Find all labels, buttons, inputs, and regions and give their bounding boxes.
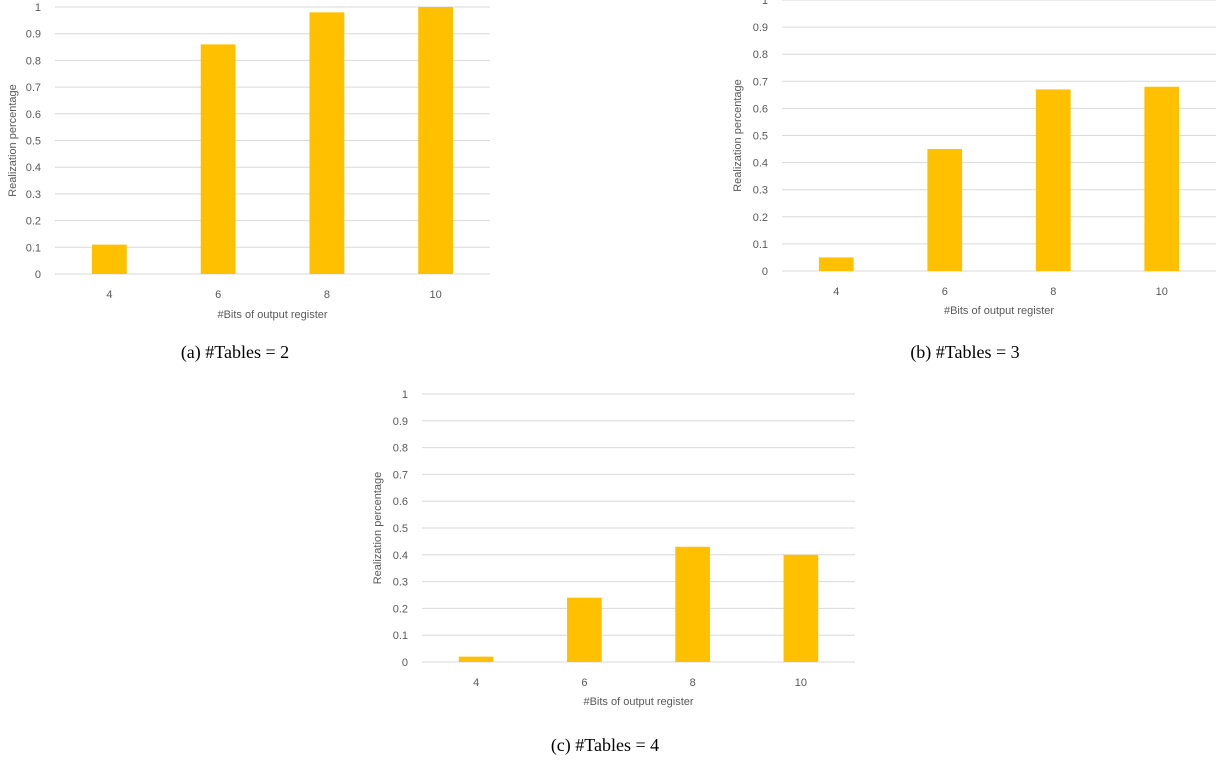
y-axis-title: Realization percentage	[7, 84, 19, 197]
chart-panel-3: 0 0.1 0.2 0.3 0.4 0.5 0.6 0.7 0.8 0.9 1 4 6 8 10 #Bits …	[372, 389, 855, 756]
y-tick-label: 0.5	[26, 136, 41, 148]
y-tick-label: 0.3	[26, 189, 41, 201]
x-axis-title: #Bits of output register	[583, 696, 693, 708]
y-tick-label: 0.4	[26, 162, 41, 174]
bar	[927, 149, 963, 271]
chart-panel-1: 0 0.1 0.2 0.3 0.4 0.5 0.6 0.7 0.8 0.9 1 4 6 8 10 #Bits …	[7, 2, 490, 363]
y-tick-label: 0.6	[753, 103, 768, 115]
x-tick-label: 4	[106, 289, 112, 301]
y-tick-label: 0.6	[393, 496, 408, 508]
y-tick-label: 0.8	[393, 443, 408, 455]
x-tick-label: 6	[942, 286, 948, 298]
x-tick-label: 6	[215, 289, 221, 301]
y-tick-label: 0.2	[753, 212, 768, 224]
y-tick-label: 0	[762, 266, 768, 278]
y-axis-title: Realization percentage	[732, 79, 744, 192]
x-tick-label: 8	[324, 289, 330, 301]
y-tick-label: 0.4	[393, 550, 408, 562]
y-tick-label: 0.9	[393, 416, 408, 428]
x-tick-label: 4	[473, 677, 479, 689]
y-tick-label: 0.8	[753, 49, 768, 61]
y-tick-label: 0.9	[26, 29, 41, 41]
bar	[818, 257, 854, 271]
y-tick-label: 0.5	[753, 131, 768, 143]
y-tick-label: 0.9	[753, 22, 768, 34]
y-tick-label: 0.7	[26, 82, 41, 94]
x-tick-label: 10	[1156, 286, 1168, 298]
bar	[783, 554, 819, 662]
x-tick-label: 10	[430, 289, 442, 301]
y-axis-title: Realization percentage	[372, 472, 384, 585]
bar	[1144, 86, 1180, 271]
chart-caption: (c) #Tables = 4	[551, 735, 659, 756]
y-tick-label: 0.1	[393, 630, 408, 642]
y-tick-label: 0.5	[393, 523, 408, 535]
y-tick-label: 0.1	[26, 242, 41, 254]
y-tick-label: 0.2	[26, 216, 41, 228]
y-tick-label: 0.6	[26, 109, 41, 121]
y-tick-label: 0.1	[753, 239, 768, 251]
x-axis-title: #Bits of output register	[217, 309, 327, 321]
x-tick-label: 8	[1050, 286, 1056, 298]
y-tick-label: 0.4	[753, 158, 768, 170]
x-tick-label: 10	[795, 677, 807, 689]
y-tick-label: 1	[35, 2, 41, 14]
y-tick-label: 0.2	[393, 603, 408, 615]
x-axis-title: #Bits of output register	[944, 305, 1054, 317]
y-tick-label: 0	[35, 269, 41, 281]
bar	[309, 12, 345, 275]
chart-panel-2: 0 0.1 0.2 0.3 0.4 0.5 0.6 0.7 0.8 0.9 1 4 6 8 10 #Bits …	[732, 0, 1216, 363]
y-tick-label: 0	[402, 657, 408, 669]
y-tick-label: 0.7	[753, 76, 768, 88]
x-tick-label: 6	[581, 677, 587, 689]
y-tick-label: 1	[402, 389, 408, 401]
chart-caption: (a) #Tables = 2	[181, 342, 289, 363]
chart-caption: (b) #Tables = 3	[910, 342, 1019, 363]
bar	[567, 597, 602, 662]
bar	[675, 546, 710, 662]
bar	[418, 7, 454, 274]
x-tick-label: 8	[690, 677, 696, 689]
bar	[1035, 89, 1071, 272]
y-tick-label: 0.3	[393, 577, 408, 589]
bar	[200, 44, 236, 274]
x-tick-label: 4	[833, 286, 839, 298]
y-tick-label: 0.8	[26, 55, 41, 67]
bar	[91, 244, 127, 274]
y-tick-label: 0.3	[753, 185, 768, 197]
y-tick-label: 0.7	[393, 469, 408, 481]
y-tick-label: 1	[762, 0, 768, 7]
bar	[458, 656, 494, 662]
